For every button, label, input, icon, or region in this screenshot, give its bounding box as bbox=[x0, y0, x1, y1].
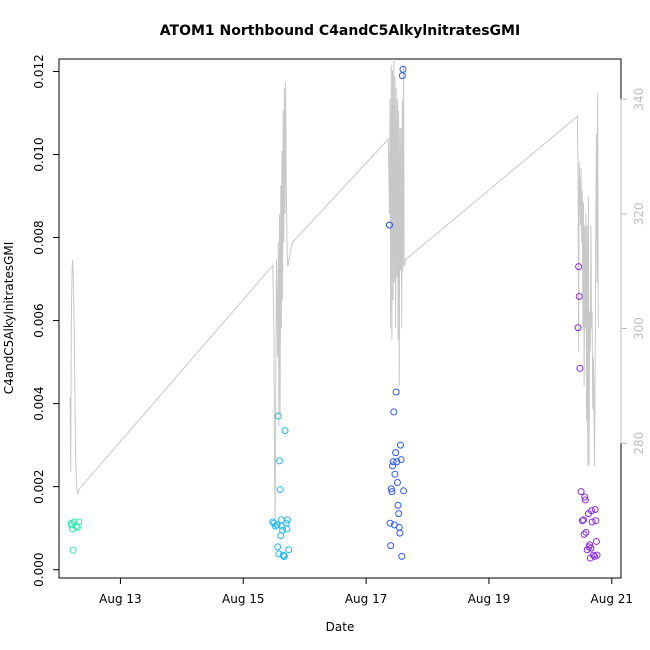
data-point bbox=[283, 525, 291, 533]
x-tick-label: Aug 21 bbox=[591, 592, 634, 606]
data-point bbox=[280, 552, 288, 560]
data-point bbox=[586, 541, 594, 549]
y2-axis: 280 300 320 340 bbox=[620, 88, 646, 455]
data-point bbox=[588, 507, 596, 515]
data-point bbox=[283, 516, 291, 524]
data-point bbox=[273, 521, 281, 529]
x-tick-label: Aug 17 bbox=[345, 592, 388, 606]
data-point bbox=[393, 479, 401, 486]
data-point bbox=[587, 544, 595, 552]
y-axis-label: C4andC5AlkylnitratesGMI bbox=[2, 242, 16, 395]
data-point bbox=[271, 522, 279, 530]
y-tick-label: 0.010 bbox=[32, 137, 46, 171]
y2-tick-label: 340 bbox=[632, 88, 646, 111]
data-point bbox=[581, 493, 589, 501]
right-axis-line-series bbox=[69, 58, 599, 530]
data-point bbox=[70, 518, 78, 526]
y-tick-label: 0.012 bbox=[32, 54, 46, 88]
data-point bbox=[397, 441, 404, 449]
x-tick-label: Aug 19 bbox=[468, 592, 511, 606]
data-point bbox=[593, 551, 601, 559]
y-tick-label: 0.000 bbox=[32, 553, 46, 587]
data-point bbox=[389, 458, 397, 466]
data-point bbox=[592, 517, 600, 525]
y-tick-label: 0.004 bbox=[32, 386, 46, 420]
y2-tick-label: 280 bbox=[632, 432, 646, 455]
data-point bbox=[393, 458, 401, 466]
data-point bbox=[281, 427, 289, 435]
data-point bbox=[285, 546, 293, 554]
data-point bbox=[398, 552, 406, 560]
scatter-points bbox=[67, 65, 601, 562]
data-point bbox=[397, 456, 405, 464]
data-point bbox=[581, 496, 589, 504]
data-point bbox=[388, 488, 396, 496]
data-point bbox=[390, 408, 398, 416]
y2-tick-label: 300 bbox=[632, 317, 646, 340]
data-point bbox=[277, 532, 285, 540]
data-point bbox=[578, 517, 586, 525]
data-point bbox=[399, 65, 407, 73]
y2-tick-label: 320 bbox=[632, 202, 646, 225]
y-tick-label: 0.002 bbox=[32, 469, 46, 503]
y-axis: 0.000 0.002 0.004 0.006 0.008 0.010 0.012 bbox=[32, 54, 60, 587]
data-point bbox=[276, 486, 284, 494]
y-tick-label: 0.008 bbox=[32, 220, 46, 254]
data-point bbox=[276, 457, 283, 465]
data-point bbox=[274, 543, 282, 551]
y-tick-label: 0.006 bbox=[32, 303, 46, 337]
data-point bbox=[392, 388, 400, 396]
data-point bbox=[575, 292, 583, 300]
data-point bbox=[395, 510, 403, 518]
data-point bbox=[574, 324, 582, 332]
data-point bbox=[575, 263, 583, 271]
data-point bbox=[576, 364, 584, 372]
data-point bbox=[400, 487, 408, 495]
line-series-path bbox=[69, 58, 599, 530]
data-point bbox=[591, 505, 599, 513]
x-tick-label: Aug 13 bbox=[99, 592, 142, 606]
data-point bbox=[395, 523, 403, 531]
plot-frame bbox=[58, 58, 622, 579]
data-point bbox=[386, 519, 394, 527]
data-point bbox=[577, 488, 585, 496]
x-tick-label: Aug 15 bbox=[222, 592, 265, 606]
data-point bbox=[580, 516, 588, 524]
data-point bbox=[387, 542, 395, 550]
data-point bbox=[588, 518, 596, 526]
data-point bbox=[592, 537, 600, 545]
data-point bbox=[394, 501, 402, 509]
data-point bbox=[396, 529, 404, 537]
data-point bbox=[275, 550, 283, 558]
data-point bbox=[274, 412, 282, 420]
data-point bbox=[387, 485, 395, 493]
x-axis: Aug 13 Aug 15 Aug 17 Aug 19 Aug 21 bbox=[99, 577, 634, 606]
data-point bbox=[389, 462, 397, 470]
data-point bbox=[385, 221, 393, 229]
data-point bbox=[398, 72, 406, 80]
chart-title: ATOM1 Northbound C4andC5AlkylnitratesGMI bbox=[160, 23, 520, 39]
data-point bbox=[391, 470, 399, 478]
data-point bbox=[392, 449, 400, 457]
data-point bbox=[75, 518, 83, 526]
x-axis-label: Date bbox=[326, 620, 355, 634]
data-point bbox=[580, 530, 588, 538]
data-point bbox=[589, 551, 597, 559]
data-point bbox=[69, 546, 77, 554]
data-point bbox=[582, 528, 590, 536]
